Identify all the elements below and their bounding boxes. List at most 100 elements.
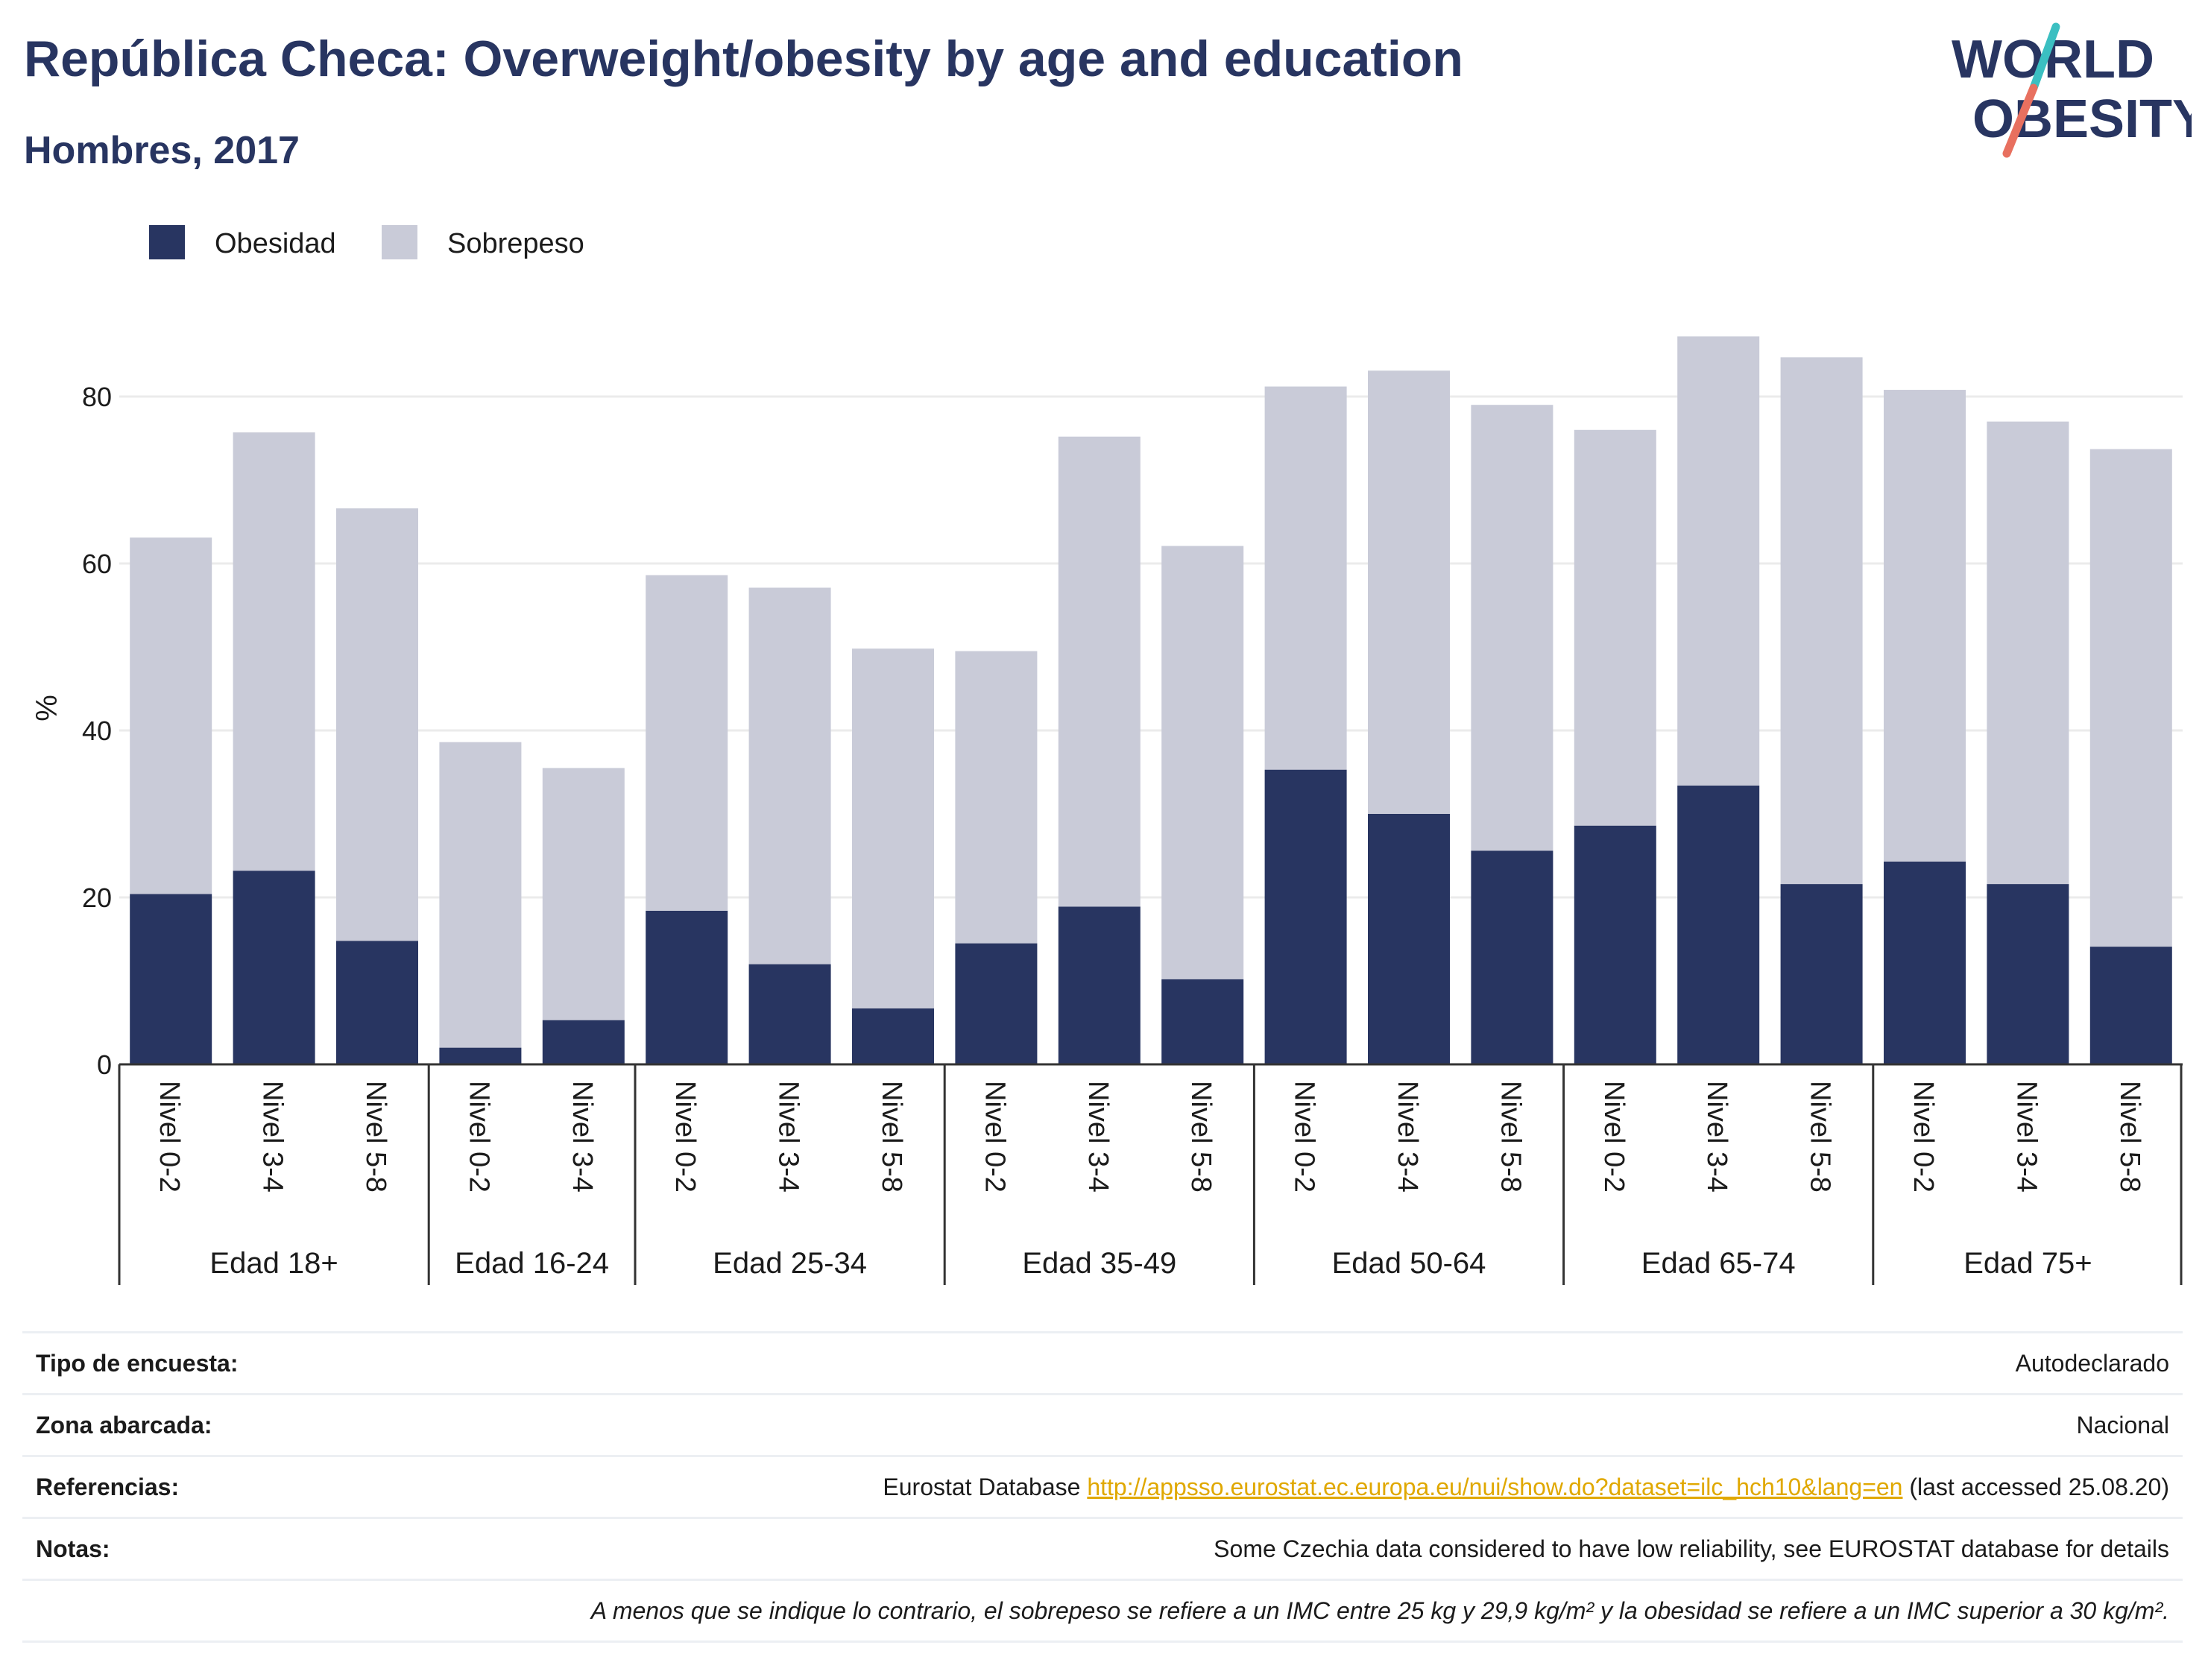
info-value: Autodeclarado [2015, 1349, 2169, 1377]
bar-obesidad [1058, 906, 1141, 1064]
info-value: Some Czechia data considered to have low… [1214, 1535, 2169, 1562]
stacked-bar-chart: Obesidad Sobrepeso 0 20 40 60 80 Nivel 0-2 Nive… [31, 225, 2183, 1285]
info-row-area: Zona abarcada: Nacional [22, 1395, 2183, 1457]
x-tick-label: Nivel 3-4 [257, 1081, 288, 1193]
footnote: A menos que se indique lo contrario, el … [590, 1597, 2169, 1624]
bar-sobrepeso [1058, 436, 1141, 907]
y-axis-label: % [31, 695, 63, 721]
gridlines [119, 395, 2183, 899]
y-tick-label: 40 [82, 716, 112, 746]
bar-sobrepeso [955, 651, 1038, 944]
world-obesity-logo: WORLD OBESITY [1952, 22, 2192, 158]
x-tick-label: Nivel 0-2 [979, 1081, 1010, 1193]
info-row-survey: Tipo de encuesta: Autodeclarado [22, 1333, 2183, 1395]
chart-title: República Checa: Overweight/obesity by a… [24, 31, 1463, 87]
group-label: Edad 16-24 [455, 1247, 609, 1280]
legend-label: Sobrepeso [447, 228, 584, 259]
bar-obesidad [1471, 850, 1553, 1064]
x-tick-label: Nivel 0-2 [669, 1081, 701, 1193]
bar-sobrepeso [439, 742, 522, 1048]
bar-obesidad [1884, 861, 1966, 1064]
bar-sobrepeso [1368, 370, 1450, 814]
bar-obesidad [955, 943, 1038, 1064]
x-tick-label: Nivel 3-4 [567, 1081, 598, 1193]
bar-obesidad [336, 941, 418, 1064]
x-tick-label: Nivel 3-4 [2010, 1081, 2042, 1193]
x-tick-label: Nivel 5-8 [360, 1081, 391, 1193]
info-key: Referencias: [36, 1473, 180, 1500]
reference-suffix: (last accessed 25.08.20) [1902, 1473, 2169, 1500]
chart-subtitle: Hombres, 2017 [24, 129, 300, 172]
bar-sobrepeso [233, 432, 315, 871]
legend-label: Obesidad [215, 228, 336, 259]
y-tick-label: 0 [97, 1049, 112, 1080]
bar-obesidad [542, 1020, 625, 1064]
reference-link[interactable]: http://appsso.eurostat.ec.europa.eu/nui/… [1087, 1473, 1903, 1500]
bar-sobrepeso [130, 537, 212, 894]
x-tick-label: Nivel 3-4 [1392, 1081, 1423, 1193]
info-row-notes: Notas: Some Czechia data considered to h… [22, 1519, 2183, 1581]
bar-obesidad [130, 894, 212, 1064]
bar-obesidad [852, 1008, 934, 1064]
y-tick-label: 80 [82, 382, 112, 412]
x-tick-label: Nivel 0-2 [1908, 1081, 1939, 1193]
bar-sobrepeso [748, 587, 831, 964]
bar-sobrepeso [852, 648, 934, 1008]
bar-sobrepeso [1161, 546, 1244, 979]
logo-slash-teal [2029, 22, 2060, 92]
info-key: Zona abarcada: [36, 1411, 212, 1439]
x-tick-label: Nivel 5-8 [1805, 1081, 1836, 1193]
group-label: Edad 25-34 [713, 1247, 867, 1280]
bar-obesidad [1161, 979, 1244, 1064]
x-tick-label: Nivel 5-8 [1495, 1081, 1526, 1193]
axes: 0 20 40 60 80 Nivel 0-2 Nivel 3-4 Nivel 5-8 Edad… [82, 382, 2183, 1285]
bar-obesidad [233, 871, 315, 1064]
info-key: Tipo de encuesta: [36, 1349, 239, 1377]
group-label: Edad 50-64 [1332, 1247, 1486, 1280]
info-row-references: Referencias: Eurostat Database http://ap… [22, 1457, 2183, 1519]
bar-sobrepeso [1574, 429, 1656, 826]
x-tick-label: Nivel 3-4 [773, 1081, 804, 1193]
legend-swatch [382, 225, 417, 259]
bars [130, 336, 2172, 1064]
group-label: Edad 35-49 [1022, 1247, 1176, 1280]
bar-sobrepeso [336, 508, 418, 941]
info-value: Nacional [2076, 1411, 2169, 1439]
info-key: Notas: [36, 1535, 110, 1562]
x-tick-label: Nivel 5-8 [876, 1081, 907, 1193]
group-label: Edad 75+ [1963, 1247, 2092, 1280]
x-tick-label: Nivel 5-8 [2114, 1081, 2145, 1193]
bar-sobrepeso [1264, 386, 1347, 770]
info-row-footnote: A menos que se indique lo contrario, el … [22, 1581, 2183, 1643]
bar-obesidad [1574, 825, 1656, 1064]
y-tick-label: 60 [82, 549, 112, 579]
y-tick-label: 20 [82, 882, 112, 913]
bar-obesidad [439, 1047, 522, 1064]
bar-obesidad [1368, 814, 1450, 1064]
x-tick-label: Nivel 0-2 [1598, 1081, 1630, 1193]
x-tick-label: Nivel 0-2 [463, 1081, 494, 1193]
x-tick-label: Nivel 0-2 [1289, 1081, 1320, 1193]
info-table: Tipo de encuesta: Autodeclarado Zona aba… [22, 1331, 2183, 1643]
group-label: Edad 65-74 [1641, 1247, 1796, 1280]
reference-prefix: Eurostat Database [883, 1473, 1088, 1500]
bar-sobrepeso [1780, 357, 1863, 885]
bar-sobrepeso [1987, 421, 2069, 885]
bar-obesidad [646, 910, 728, 1064]
bar-obesidad [2089, 947, 2172, 1064]
x-tick-label: Nivel 3-4 [1082, 1081, 1114, 1193]
bar-sobrepeso [1884, 390, 1966, 862]
bar-obesidad [1264, 769, 1347, 1064]
group-label: Edad 18+ [209, 1247, 338, 1280]
x-tick-label: Nivel 3-4 [1701, 1081, 1732, 1193]
bar-sobrepeso [1471, 405, 1553, 851]
legend-swatch [149, 225, 185, 259]
logo-slash-coral [2002, 83, 2038, 158]
bar-sobrepeso [1677, 336, 1760, 786]
info-value: Eurostat Database http://appsso.eurostat… [883, 1474, 2169, 1501]
x-tick-label: Nivel 0-2 [154, 1081, 185, 1193]
legend: Obesidad Sobrepeso [149, 225, 584, 259]
bar-obesidad [1780, 884, 1863, 1064]
bar-obesidad [748, 964, 831, 1064]
bar-sobrepeso [542, 768, 625, 1020]
